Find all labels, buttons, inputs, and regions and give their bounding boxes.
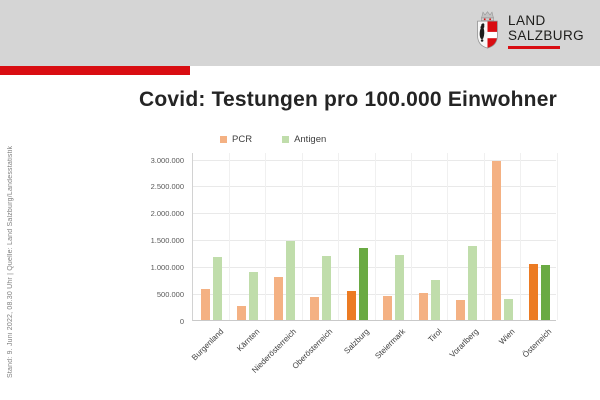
bar-antigen-6 xyxy=(395,254,404,320)
y-axis: 0 500.000 1.000.000 1.500.000 2.000.000 2.500… xyxy=(128,0,184,340)
red-accent-bar xyxy=(0,66,190,75)
bar-antigen-2 xyxy=(249,272,259,320)
bar-antigen-8 xyxy=(467,245,477,320)
x-axis: Burgenland Kärnten Niederösterreich Oberöst… xyxy=(190,327,556,393)
legend-item-pcr: PCR xyxy=(220,134,252,145)
gridline-v xyxy=(338,153,340,320)
legend-swatch-antigen xyxy=(282,136,290,143)
bar-pcr-1 xyxy=(201,288,210,320)
bar-pcr-5 xyxy=(346,291,356,320)
bar-pcr-10 xyxy=(528,263,538,320)
x-axis-label: Tirol xyxy=(426,327,444,345)
x-axis-label: Wien xyxy=(497,327,517,347)
gridline-v xyxy=(483,153,485,320)
y-axis-label: 1.000.000 xyxy=(150,262,184,272)
legend-item-antigen: Antigen xyxy=(282,134,326,145)
bar-antigen-7 xyxy=(431,279,441,320)
x-axis-label: Vorarlberg xyxy=(447,327,481,360)
salzburg-crest-icon xyxy=(477,11,498,49)
gridline-v xyxy=(447,153,449,320)
legend-label-antigen: Antigen xyxy=(294,134,327,145)
logo-text: LAND SALZBURG xyxy=(508,10,584,49)
y-axis-label: 1.500.000 xyxy=(150,236,184,245)
bar-antigen-1 xyxy=(213,256,222,320)
x-axis-label: Österreich xyxy=(520,327,553,360)
gridline-v xyxy=(265,153,267,320)
page-title: Covid: Testungen pro 100.000 Einwohner xyxy=(139,88,557,111)
gridline-v xyxy=(410,153,412,320)
legend-swatch-pcr xyxy=(220,136,227,143)
gridline-v xyxy=(520,153,522,320)
bar-pcr-4 xyxy=(310,297,320,320)
x-axis-label: Salzburg xyxy=(342,327,371,356)
legend-label-pcr: PCR xyxy=(232,134,253,145)
y-axis-label: 2.500.000 xyxy=(150,182,184,192)
logo-red-underline xyxy=(508,46,561,49)
bar-antigen-3 xyxy=(285,241,295,320)
logo-text-land: LAND xyxy=(508,13,546,28)
x-axis-label: Burgenland xyxy=(190,327,226,363)
plot-area xyxy=(192,153,558,321)
bar-pcr-2 xyxy=(237,305,247,320)
chart-legend: PCR Antigen xyxy=(220,134,326,145)
bar-pcr-7 xyxy=(419,293,429,320)
logo-text-salzburg: SALZBURG xyxy=(508,27,584,43)
bar-antigen-5 xyxy=(358,248,368,320)
bar-antigen-9 xyxy=(504,299,514,320)
gridline-v xyxy=(301,153,303,320)
bar-pcr-3 xyxy=(273,276,283,320)
land-salzburg-logo: LAND SALZBURG xyxy=(474,10,584,52)
x-axis-label: Kärnten xyxy=(235,327,262,354)
bar-pcr-6 xyxy=(383,295,392,320)
y-axis-label: 500.000 xyxy=(156,289,184,299)
header-bar: LAND SALZBURG xyxy=(0,0,600,66)
x-axis-label: Steiermark xyxy=(373,327,408,361)
gridline-v xyxy=(374,153,376,320)
gridline-v xyxy=(556,153,558,320)
bar-antigen-10 xyxy=(540,264,550,320)
bar-antigen-4 xyxy=(322,255,332,320)
bar-pcr-8 xyxy=(455,300,465,320)
y-axis-label: 0 xyxy=(179,316,184,326)
bar-pcr-9 xyxy=(492,161,502,320)
source-note-vertical: Stand: 9. Juni 2022, 08.30 Uhr | Quelle:… xyxy=(7,145,14,378)
y-axis-label: 3.000.000 xyxy=(150,155,184,165)
gridline-v xyxy=(228,153,230,320)
y-axis-label: 2.000.000 xyxy=(150,209,184,219)
